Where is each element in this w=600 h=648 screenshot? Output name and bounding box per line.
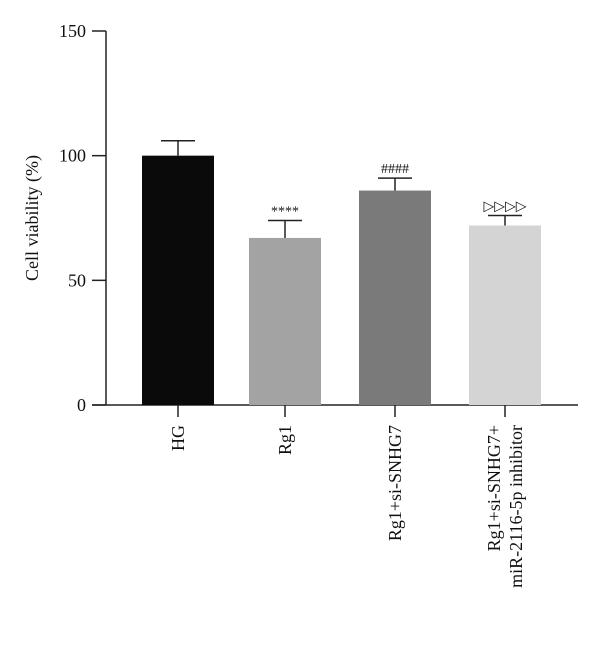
significance-label: **** xyxy=(271,204,299,219)
bar xyxy=(359,190,431,405)
x-tick-label: miR-2116-5p inhibitor xyxy=(506,425,526,588)
significance-label: #### xyxy=(381,162,409,177)
x-tick-label: Rg1+si-SNHG7+ xyxy=(484,425,504,551)
bar xyxy=(469,225,541,405)
y-tick-label: 50 xyxy=(68,270,86,290)
x-tick-label: Rg1 xyxy=(275,425,295,455)
bar xyxy=(249,237,321,405)
x-tick-label: Rg1+si-SNHG7 xyxy=(385,425,405,541)
x-tick-label: HG xyxy=(168,425,188,451)
y-tick-label: 150 xyxy=(59,21,86,41)
y-axis-label: Cell viability (%) xyxy=(22,155,43,281)
significance-label: ▷▷▷▷ xyxy=(483,200,526,215)
y-tick-label: 0 xyxy=(77,395,86,415)
y-tick-label: 100 xyxy=(59,146,86,166)
bar xyxy=(142,155,214,405)
